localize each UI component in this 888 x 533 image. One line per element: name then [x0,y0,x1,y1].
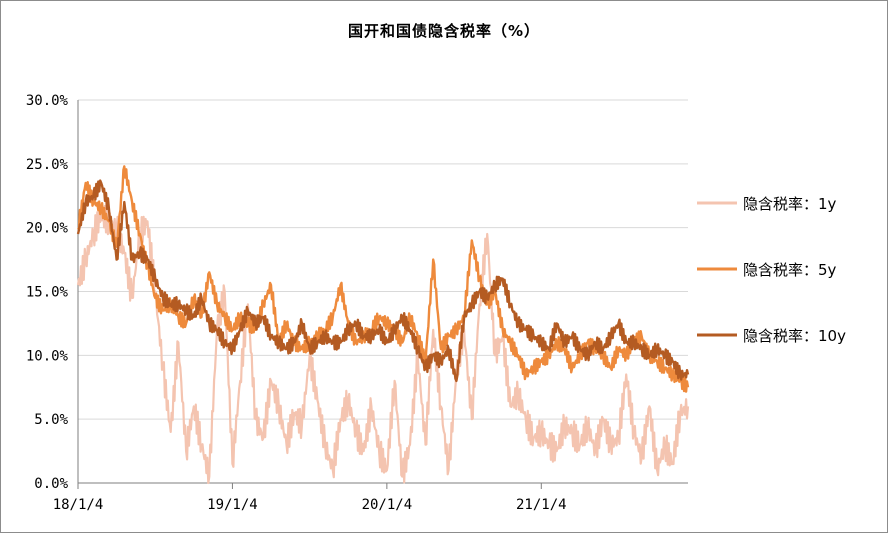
y-tick-label: 30.0% [26,93,69,109]
y-axis-ticks: 0.0% 5.0% 10.0% 15.0% 20.0% 25.0% 30.0% [26,93,69,492]
series-lines [76,165,690,485]
y-tick-label: 20.0% [26,221,69,237]
series-line-2 [77,165,690,393]
legend-label: 隐含税率：1y [743,195,837,213]
x-tick-label: 19/1/4 [207,497,258,513]
y-tick-label: 15.0% [26,285,69,301]
y-tick-label: 0.0% [34,476,68,492]
y-tick-label: 5.0% [34,412,68,428]
y-tick-label: 25.0% [26,157,69,173]
legend: 隐含税率：1y 隐含税率：5y 隐含税率：10y [697,195,846,345]
legend-label: 隐含税率：10y [743,327,846,345]
x-axis-ticks: 18/1/4 19/1/4 20/1/4 21/1/4 [53,483,567,513]
x-tick-label: 21/1/4 [516,497,567,513]
x-tick-label: 18/1/4 [53,497,104,513]
y-tick-label: 10.0% [26,348,69,364]
series-line-1 [76,204,690,485]
grid-lines [77,99,688,484]
series-line-3 [76,179,690,383]
chart-title: 国开和国债隐含税率（%） [347,22,541,40]
legend-label: 隐含税率：5y [743,261,837,279]
x-tick-label: 20/1/4 [362,497,413,513]
